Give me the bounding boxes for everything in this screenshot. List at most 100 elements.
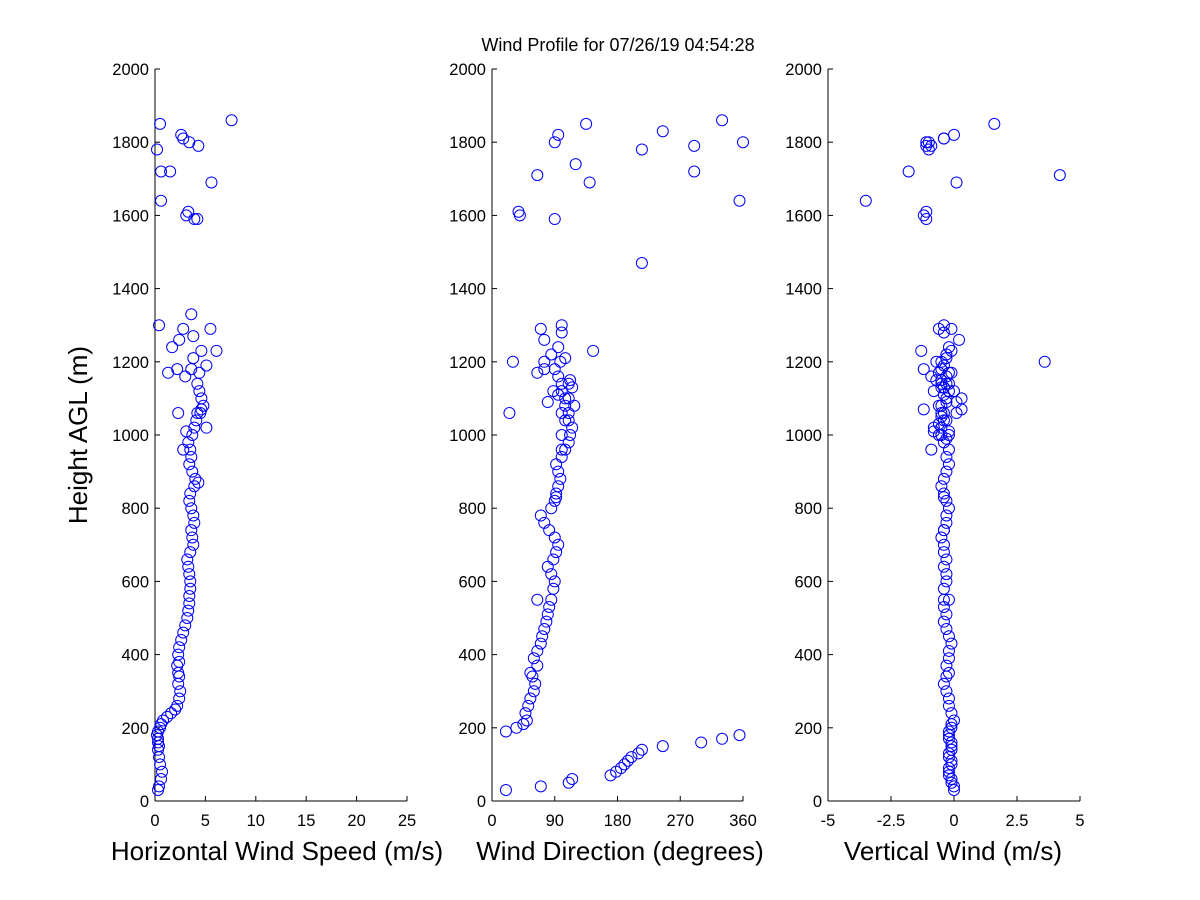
data-point [635,143,648,156]
data-point [182,205,195,218]
data-point [942,443,955,456]
data-point [945,322,958,335]
data-point [548,363,561,376]
data-point [510,721,523,734]
data-point [156,765,169,778]
data-point [527,652,540,665]
data-point [182,604,195,617]
data-point [940,432,953,445]
x-axis-title: Vertical Wind (m/s) [844,836,1062,866]
data-point [937,582,950,595]
data-point [948,128,960,141]
data-point [173,333,186,346]
data-point [175,128,188,141]
data-point [185,502,198,515]
data-point [181,612,194,624]
data-point [538,355,551,368]
data-point [559,352,572,365]
y-tick-label: 800 [121,500,149,518]
data-point [937,472,950,485]
data-point [942,765,955,778]
data-point [552,128,565,141]
data-point [555,429,568,441]
data-point [922,143,935,156]
data-point [205,176,218,189]
x-tick-label: 20 [347,812,365,830]
y-tick-label: 1000 [785,427,822,445]
data-point [937,436,950,449]
data-point [184,582,197,595]
data-point [548,213,561,226]
data-point [925,443,938,456]
data-point [166,341,179,354]
data-point [185,308,198,321]
data-point [153,780,166,793]
data-point [193,366,206,379]
data-point [190,414,203,427]
data-point [541,560,554,573]
data-point [192,139,205,152]
data-point [186,465,199,478]
data-point [187,538,200,551]
y-tick-label: 0 [477,793,486,811]
data-point [937,546,950,559]
data-point [547,385,560,398]
data-point [942,502,955,515]
data-point [186,531,199,544]
data-point [945,721,958,734]
data-point [915,344,928,357]
data-point [177,322,190,335]
data-point [716,114,729,127]
data-point [554,355,567,368]
data-point [937,524,950,537]
data-point [183,568,196,581]
data-points [499,114,749,797]
data-point [942,630,955,643]
y-tick-label: 1400 [785,281,822,299]
data-point [937,381,950,394]
data-point [210,344,223,357]
x-tick-label: 5 [1075,812,1084,830]
data-point [932,366,945,379]
data-point [548,136,561,149]
data-point [524,692,537,705]
data-points [151,114,238,797]
data-point [157,714,170,727]
data-point [950,176,963,189]
data-point [531,366,544,379]
data-point [534,322,547,335]
data-point [171,363,184,376]
data-point [937,615,950,628]
y-tick-label: 1200 [785,354,822,372]
data-point [552,388,565,401]
data-point [937,319,950,332]
y-tick-label: 200 [121,720,149,738]
data-point [192,476,205,489]
data-point [942,341,955,354]
data-point [555,443,568,456]
data-point [522,699,535,712]
y-tick-label: 1200 [449,354,486,372]
y-axis-title: Height AGL (m) [63,346,93,524]
data-point [940,509,953,522]
data-point [940,450,953,463]
data-point [562,776,575,789]
data-point [177,443,190,456]
data-point [940,622,953,635]
y-tick-label: 2000 [785,61,822,79]
data-point [184,443,197,456]
data-point [935,410,948,423]
data-point [191,407,204,420]
data-point [945,637,958,650]
data-point [945,743,958,756]
data-point [940,670,953,683]
data-point [151,143,164,156]
data-point [940,685,953,698]
y-tick-label: 1000 [449,427,486,445]
data-point [935,480,948,493]
data-point [940,396,953,409]
data-point [656,740,669,753]
data-point [191,377,204,390]
data-point [945,758,958,771]
data-point [524,666,537,679]
